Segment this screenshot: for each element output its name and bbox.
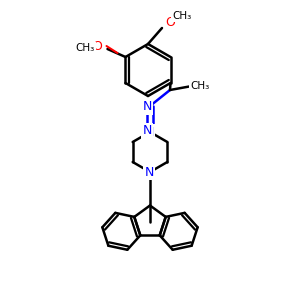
Text: N: N	[144, 125, 154, 139]
Text: CH₃: CH₃	[172, 11, 192, 21]
Text: N: N	[144, 166, 154, 178]
Text: N: N	[142, 124, 152, 137]
Text: CH₃: CH₃	[190, 81, 210, 91]
Text: O: O	[165, 16, 175, 28]
Text: N: N	[142, 100, 152, 113]
Text: CH₃: CH₃	[76, 43, 95, 53]
Text: O: O	[92, 40, 102, 53]
